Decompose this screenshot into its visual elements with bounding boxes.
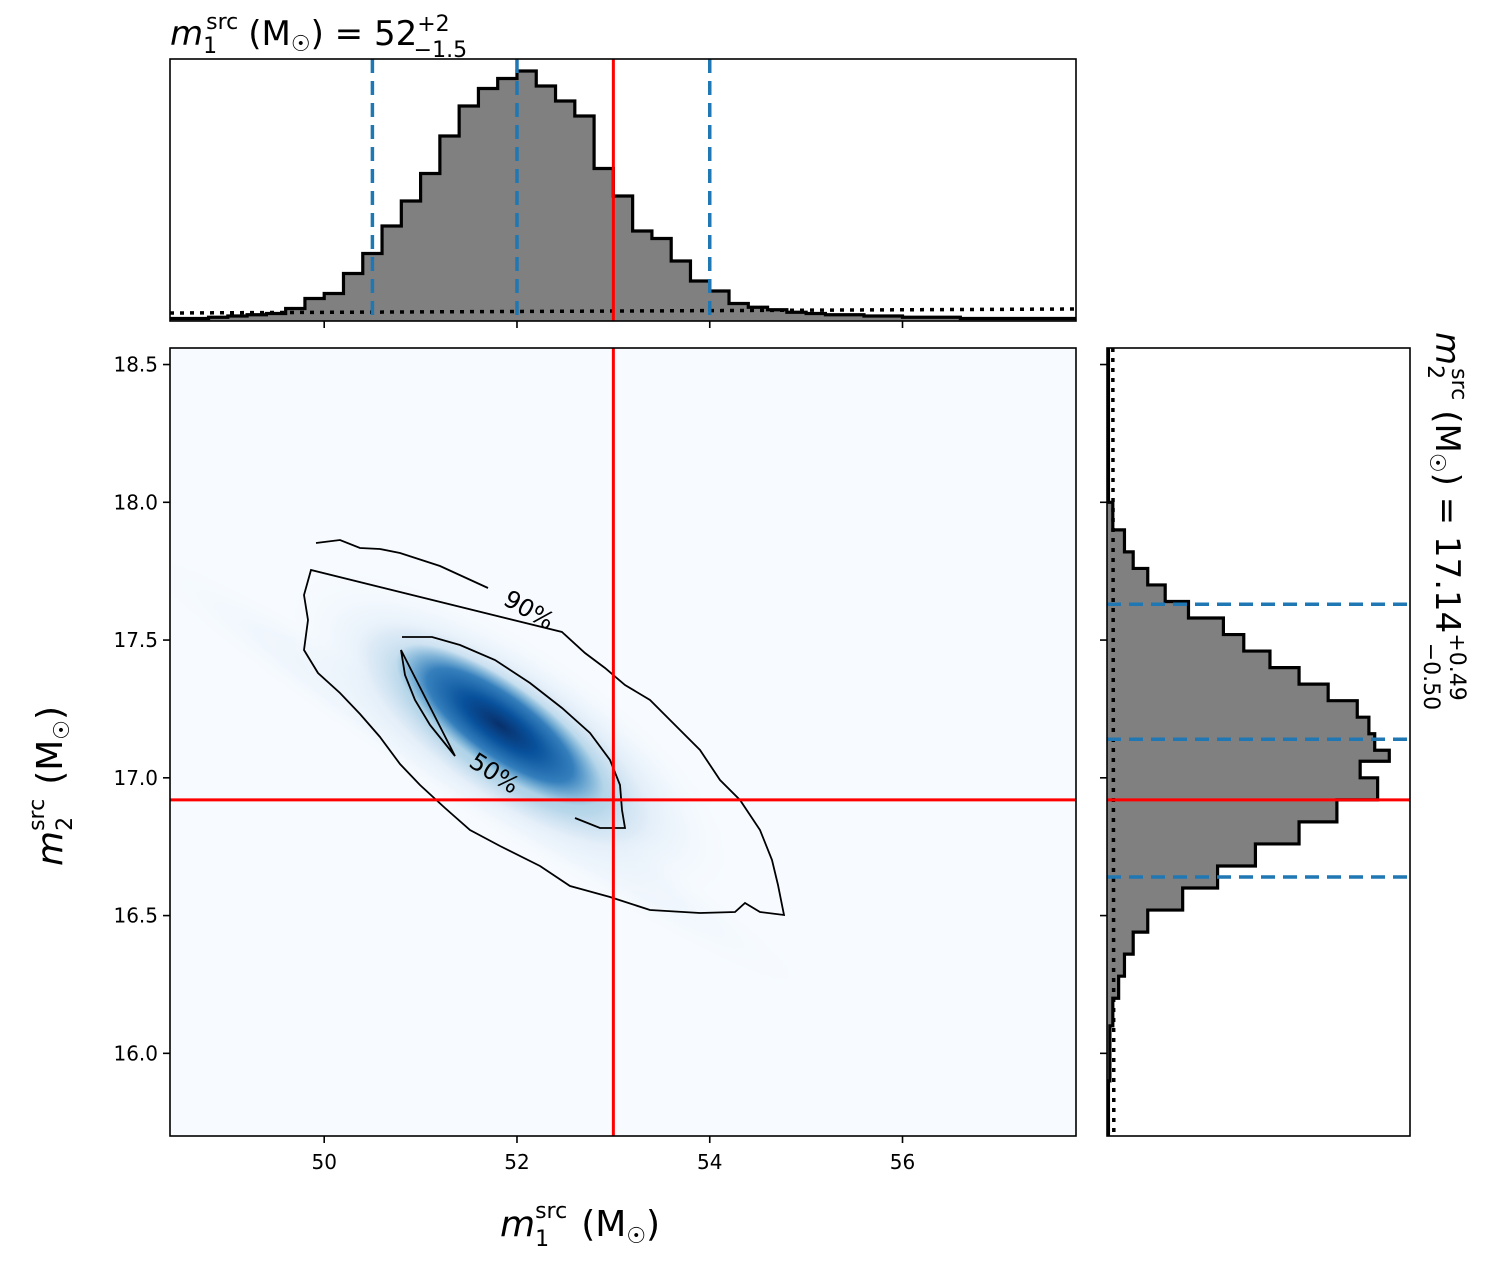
- m1-histogram-outline: [170, 69, 1076, 321]
- right-frame: [1106, 347, 1411, 1137]
- contour-50: [400, 636, 627, 829]
- y-tick-label: 18.5: [113, 353, 158, 377]
- m2-prior-line: [1111, 348, 1116, 1136]
- top-x-ticks: [323, 321, 904, 328]
- x-ticks: 50 52 54 56: [311, 1136, 915, 1174]
- m2-histogram-fill: [1107, 348, 1390, 1136]
- joint-posterior-panel: 90% 50% 50 52 54 56 16.016.517.017.518.018.…: [113, 347, 1077, 1174]
- top-frame: [169, 58, 1077, 322]
- density-heatmap: [170, 533, 832, 1007]
- x-tick-label: 50: [311, 1150, 336, 1174]
- y-tick-label: 17.0: [113, 766, 158, 790]
- m2-summary-title: m2src(M☉) = 17.14+0.49−0.50: [1418, 332, 1471, 710]
- x-tick-label: 52: [504, 1150, 529, 1174]
- x-tick-label: 54: [697, 1150, 722, 1174]
- m1-summary-title: m1src (M☉) = 52+2 −1.5: [170, 10, 467, 63]
- m1-prior-line: [170, 307, 1076, 315]
- y-tick-label: 17.5: [113, 628, 158, 652]
- y-axis-label: m2src(M☉): [25, 706, 78, 866]
- m2-marginal-panel: m2src(M☉) = 17.14+0.49−0.50: [1100, 332, 1471, 1137]
- y-tick-label: 18.0: [113, 490, 158, 514]
- m2-quantile-lines: [1107, 602, 1410, 879]
- x-tick-label: 56: [890, 1150, 915, 1174]
- main-frame: [169, 347, 1077, 1137]
- right-y-ticks: [1100, 363, 1107, 1055]
- contour-90: [303, 539, 786, 917]
- y-ticks: 16.0 16.5 17.0 17.5 18.0 18.5: [113, 353, 170, 1065]
- truth-lines-main: [170, 348, 1076, 1136]
- m1-marginal-panel: m1src (M☉) = 52+2 −1.5: [169, 10, 1077, 328]
- y-tick-label: 16.0: [113, 1041, 158, 1065]
- m2-histogram-outline: [1107, 348, 1391, 1136]
- y-tick-label: 16.5: [113, 904, 158, 928]
- x-axis-label: m1src (M☉): [500, 1199, 660, 1252]
